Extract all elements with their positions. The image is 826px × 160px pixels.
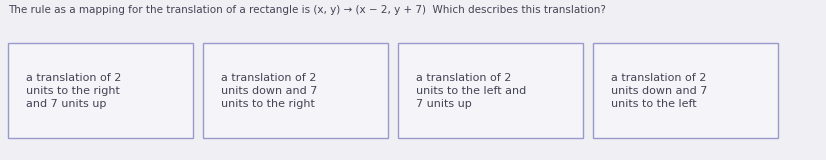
FancyBboxPatch shape	[593, 43, 778, 138]
Text: units to the right: units to the right	[221, 99, 315, 109]
Text: units down and 7: units down and 7	[611, 86, 707, 96]
FancyBboxPatch shape	[8, 43, 193, 138]
Text: a translation of 2: a translation of 2	[221, 73, 316, 83]
Text: units down and 7: units down and 7	[221, 86, 317, 96]
FancyBboxPatch shape	[398, 43, 583, 138]
Text: a translation of 2: a translation of 2	[611, 73, 706, 83]
Text: 7 units up: 7 units up	[416, 99, 472, 109]
Text: a translation of 2: a translation of 2	[416, 73, 511, 83]
Text: units to the left: units to the left	[611, 99, 696, 109]
FancyBboxPatch shape	[203, 43, 388, 138]
Text: units to the right: units to the right	[26, 86, 120, 96]
Text: The rule as a mapping for the translation of a rectangle is (x, y) → (x − 2, y +: The rule as a mapping for the translatio…	[8, 5, 606, 15]
Text: units to the left and: units to the left and	[416, 86, 526, 96]
Text: and 7 units up: and 7 units up	[26, 99, 107, 109]
Text: a translation of 2: a translation of 2	[26, 73, 121, 83]
